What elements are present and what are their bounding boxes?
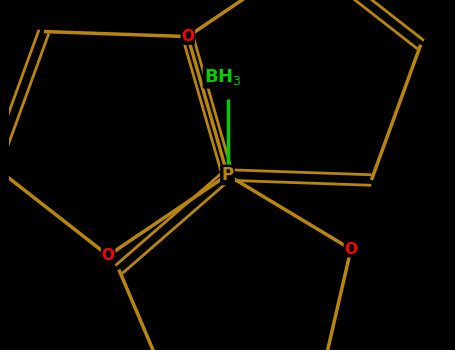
Text: O: O: [101, 248, 115, 263]
Text: O: O: [181, 29, 194, 44]
Text: BH$_3$: BH$_3$: [204, 67, 242, 87]
Text: P: P: [222, 166, 233, 184]
Text: O: O: [344, 241, 358, 257]
